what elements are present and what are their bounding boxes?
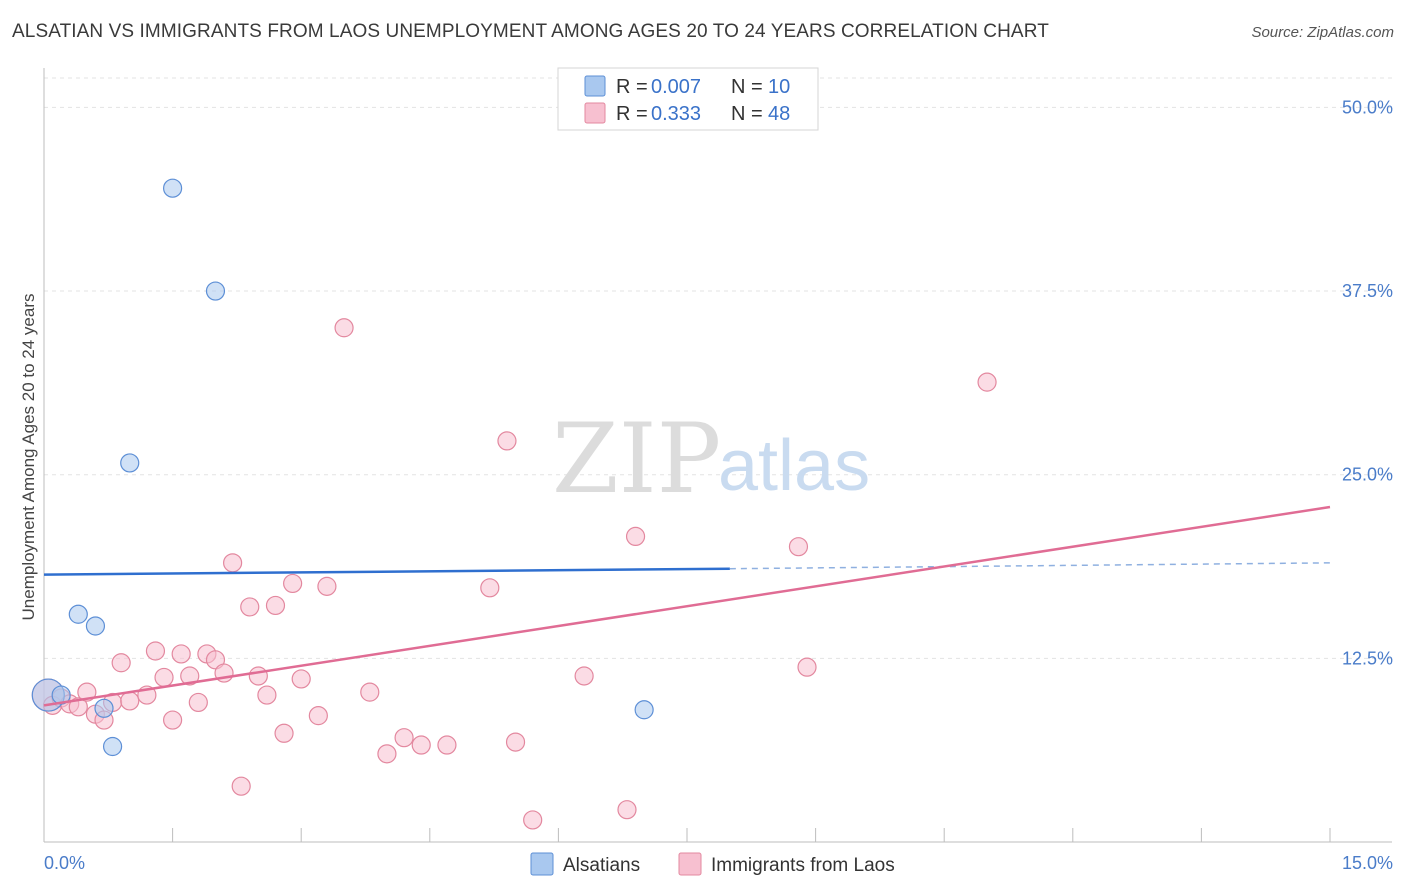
laos-point [68,697,88,717]
alsatians-point [85,616,106,636]
laos-point [797,657,817,677]
laos-point [574,666,594,686]
laos-point [77,682,97,702]
x-tick-label: 0.0% [44,853,85,873]
laos-point [523,810,543,830]
laos-point [411,735,431,755]
alsatians-trend-line [43,567,730,576]
alsatians-point [94,698,114,718]
laos-point [291,669,311,689]
tick-labels: 12.5% 25.0% 37.5% 50.0% 0.0% 15.0% [44,97,1393,873]
x-tick-label: 15.0% [1342,853,1393,873]
alsatians-point [163,178,183,198]
laos-point [497,431,517,451]
laos-point [437,735,457,755]
laos-point [145,641,166,661]
laos-point [625,526,646,547]
laos-point [788,537,809,557]
legend-n-label: N = [731,103,763,125]
laos-point [377,744,397,764]
trend-lines [43,505,1331,707]
legend-r-value: 0.007 [651,76,701,98]
bottom-legend-swatch [678,852,702,876]
laos-point [257,685,277,705]
grid-lines [44,77,1392,659]
laos-point [394,728,414,748]
laos-point [163,710,183,730]
y-tick-label: 25.0% [1342,465,1393,485]
laos-point [171,644,191,664]
laos-point [317,576,337,596]
alsatians-point [634,700,654,720]
alsatians-trend-extension [729,562,1331,570]
source-credit: Source: ZipAtlas.com [1251,24,1394,41]
watermark-atlas: atlas [718,426,870,506]
laos-point [283,573,303,594]
legend-n-value: 48 [768,103,790,125]
laos-point [505,732,526,752]
laos-point [977,372,997,392]
legend-r-label: R = [616,76,648,98]
y-tick-label: 12.5% [1342,648,1393,668]
alsatians-point [120,453,140,473]
laos-trend-line [43,505,1331,707]
laos-point [274,723,294,743]
bottom-legend: Alsatians Immigrants from Laos [530,852,895,876]
legend-swatch [584,75,606,97]
bottom-legend-swatch [530,852,554,876]
laos-point [111,653,131,673]
legend-n-value: 10 [768,76,790,98]
laos-point [231,776,251,796]
legend: R = 0.007 N = 10 R = 0.333 N = 48 [557,67,819,131]
laos-point [180,666,200,686]
y-tick-label: 37.5% [1342,281,1393,301]
laos-point [248,666,268,686]
laos-point [308,706,328,726]
laos-point [480,578,500,598]
alsatians-point [205,281,226,301]
laos-point [360,682,380,702]
legend-swatch [584,102,606,124]
laos-point [188,692,208,713]
laos-point [265,595,286,616]
legend-r-label: R = [616,103,648,125]
watermark: ZIP atlas [552,403,870,515]
alsatians-point [51,685,71,705]
chart-title: ALSATIAN VS IMMIGRANTS FROM LAOS UNEMPLO… [12,21,1049,42]
laos-point [240,597,260,617]
axes [43,68,1392,843]
legend-r-value: 0.333 [651,103,701,125]
alsatians-point [68,604,88,624]
watermark-zip: ZIP [552,403,721,515]
alsatians-point [102,736,123,757]
y-tick-label: 50.0% [1342,97,1393,117]
legend-n-label: N = [731,76,763,98]
laos-point [120,691,140,711]
laos-point [154,667,174,688]
laos-point [617,800,637,820]
y-axis-label: Unemployment Among Ages 20 to 24 years [19,294,38,621]
laos-point [334,318,354,338]
laos-point [223,553,243,573]
bottom-legend-label: Alsatians [563,855,640,876]
bottom-legend-label: Immigrants from Laos [711,855,895,876]
